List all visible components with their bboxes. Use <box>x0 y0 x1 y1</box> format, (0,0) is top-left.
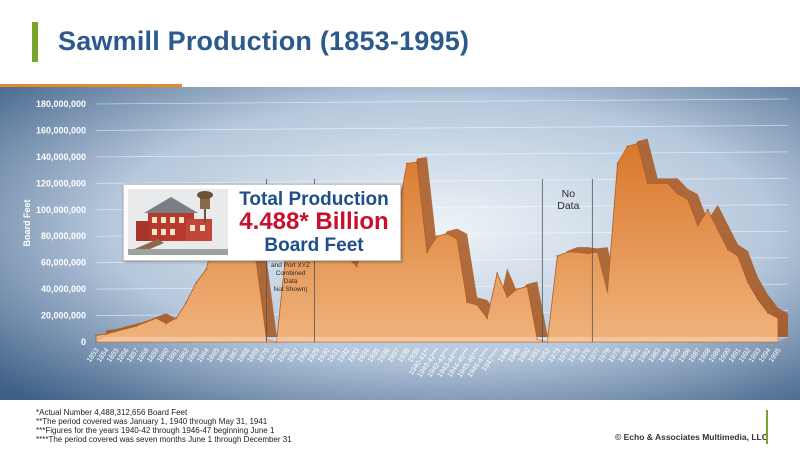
data-point <box>456 237 458 240</box>
data-point <box>576 251 579 253</box>
data-point <box>165 322 168 325</box>
data-point <box>626 145 629 148</box>
data-point <box>506 296 509 298</box>
y-tick-label: 40,000,000 <box>41 284 86 294</box>
data-point <box>646 182 649 185</box>
gap-sublabel: and Port XYZ <box>271 262 310 269</box>
gap-label: No <box>562 188 576 200</box>
y-tick-label: 20,000,000 <box>41 311 86 321</box>
y-tick-label: 100,000,000 <box>36 205 86 215</box>
area-chart: 0 20,000,000 40,000,000 60,000,000 80,000,00… <box>0 87 800 400</box>
data-point <box>95 334 97 337</box>
data-point <box>777 317 779 320</box>
data-point <box>606 290 609 293</box>
data-point <box>747 281 749 284</box>
data-point <box>355 265 358 268</box>
data-point <box>757 298 759 301</box>
page-title: Sawmill Production (1853-1995) <box>58 26 470 56</box>
copyright: © Echo & Associates Multimedia, LLC <box>615 432 768 442</box>
data-point <box>616 162 619 165</box>
sawmill-icon <box>128 189 228 255</box>
y-tick-label: 140,000,000 <box>36 152 86 162</box>
title-underline <box>0 84 182 87</box>
total-production-label: Total Production <box>239 189 389 210</box>
data-point <box>736 255 739 257</box>
data-point <box>466 301 468 304</box>
data-point <box>496 272 499 275</box>
y-tick-label: 0 <box>81 337 86 347</box>
data-point <box>666 182 669 185</box>
data-point <box>716 228 719 231</box>
gridline <box>95 151 789 158</box>
data-point <box>255 261 258 264</box>
title-accent-bar <box>32 22 38 62</box>
data-point <box>526 285 529 288</box>
y-tick-label: 160,000,000 <box>36 125 86 135</box>
gap-sublabel: Combined <box>276 270 306 277</box>
chart-panel: 0 20,000,000 40,000,000 60,000,000 80,000,00… <box>0 87 800 400</box>
footnote: **The period covered was January 1, 1940… <box>36 417 268 426</box>
data-point <box>636 142 639 145</box>
y-tick-label: 60,000,000 <box>41 258 86 268</box>
data-point <box>155 317 158 320</box>
data-point <box>275 341 278 343</box>
footnote: ***Figures for the years 1940-42 through… <box>36 426 275 435</box>
data-point <box>696 224 699 227</box>
gap-label: Data <box>557 200 579 212</box>
total-production-unit: Board Feet <box>264 235 364 256</box>
data-point <box>446 232 448 235</box>
data-point <box>406 162 408 165</box>
data-point <box>145 321 148 324</box>
y-tick-label: 120,000,000 <box>36 178 86 188</box>
chart-floor <box>96 337 788 342</box>
y-axis-label: Board Feet <box>22 199 32 246</box>
data-point <box>596 251 599 253</box>
data-point <box>426 251 428 253</box>
gridline <box>95 98 789 105</box>
data-point <box>115 330 117 333</box>
footnote: *Actual Number 4,488,312,656 Board Feet <box>36 408 188 417</box>
data-point <box>546 341 549 343</box>
footnote: ****The period covered was seven months … <box>36 435 292 444</box>
total-production-value: 4.488* Billion <box>239 208 389 235</box>
y-tick-label: 80,000,000 <box>41 231 86 241</box>
data-point <box>195 281 198 284</box>
data-point <box>205 268 208 271</box>
data-point <box>185 301 188 304</box>
data-point <box>175 317 178 320</box>
data-point <box>706 208 709 211</box>
data-point <box>726 248 729 251</box>
data-point <box>686 198 689 201</box>
copyright-accent-bar <box>766 410 768 444</box>
gridline <box>95 125 789 131</box>
data-point <box>556 255 559 257</box>
footnotes: *Actual Number 4,488,312,656 Board Feet … <box>36 408 292 444</box>
data-point <box>566 251 569 253</box>
gap-sublabel: Not Shown) <box>274 286 308 293</box>
data-point <box>416 161 418 164</box>
data-point <box>586 252 589 255</box>
y-tick-label: 180,000,000 <box>36 99 86 109</box>
total-production-callout: Total Production 4.488* Billion Board Fe… <box>123 184 401 261</box>
data-point <box>676 193 679 195</box>
gap-sublabel: Data <box>284 278 298 285</box>
data-point <box>436 235 438 238</box>
data-point <box>476 304 479 306</box>
data-point <box>536 338 539 341</box>
data-point <box>105 333 107 335</box>
data-point <box>135 325 138 328</box>
data-point <box>125 327 127 330</box>
data-point <box>767 312 769 314</box>
data-point <box>656 182 659 185</box>
data-point <box>516 288 519 291</box>
data-point <box>486 317 489 320</box>
